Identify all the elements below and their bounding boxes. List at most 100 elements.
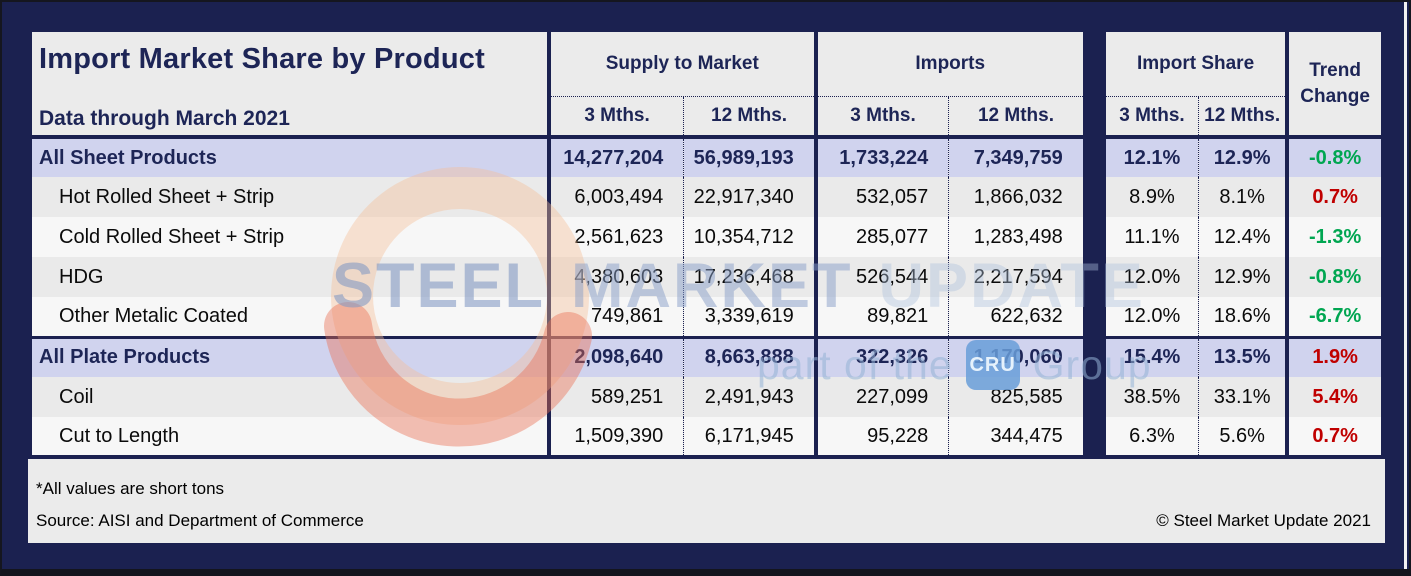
cell-imports-3m: 532,057 <box>815 177 950 217</box>
cell-trend-change: -6.7% <box>1287 297 1383 337</box>
cell-imports-3m: 526,544 <box>815 257 950 297</box>
cell-imports-3m: 227,099 <box>815 377 950 417</box>
cell-product: Coil <box>30 377 551 417</box>
cell-supply-12m: 22,917,340 <box>683 177 818 217</box>
cell-share-12m: 12.9% <box>1198 257 1290 297</box>
table-row: HDG 4,380,603 17,236,468 526,544 2,217,5… <box>30 257 1383 297</box>
cell-imports-3m: 285,077 <box>815 217 950 257</box>
cell-supply-12m: 2,491,943 <box>683 377 818 417</box>
cell-share-3m: 12.1% <box>1105 135 1200 177</box>
table-row: Coil 589,251 2,491,943 227,099 825,585 3… <box>30 377 1383 417</box>
cell-product: Other Metalic Coated <box>30 297 551 337</box>
cell-supply-3m: 749,861 <box>548 297 685 337</box>
cell-trend-change: 5.4% <box>1287 377 1383 417</box>
cell-supply-12m: 6,171,945 <box>683 417 818 457</box>
table-row: Other Metalic Coated 749,861 3,339,619 8… <box>30 297 1383 337</box>
header-group-row: Import Market Share by Product Data thro… <box>30 30 1383 139</box>
column-gap <box>1082 217 1106 257</box>
table-row: Hot Rolled Sheet + Strip 6,003,494 22,91… <box>30 177 1383 217</box>
header-sub-row: 3 Mths. 12 Mths. 3 Mths. 12 Mths. 3 Mths… <box>30 96 1383 139</box>
cell-trend-change: -1.3% <box>1287 217 1383 257</box>
cell-imports-3m: 322,326 <box>815 335 950 377</box>
cell-imports-12m: 1,283,498 <box>948 217 1083 257</box>
cell-imports-12m: 825,585 <box>948 377 1083 417</box>
table-area: Import Market Share by Product Data thro… <box>28 28 1385 543</box>
cell-supply-12m: 56,989,193 <box>683 135 818 177</box>
cell-share-3m: 12.0% <box>1105 297 1200 337</box>
cell-imports-12m: 1,866,032 <box>948 177 1083 217</box>
cell-share-3m: 11.1% <box>1105 217 1200 257</box>
cell-share-3m: 6.3% <box>1105 417 1200 457</box>
cell-supply-12m: 8,663,888 <box>683 335 818 377</box>
column-gap <box>1082 297 1106 337</box>
cell-supply-12m: 17,236,468 <box>683 257 818 297</box>
cell-trend-change: 1.9% <box>1287 335 1383 377</box>
table-row: Cold Rolled Sheet + Strip 2,561,623 10,3… <box>30 217 1383 257</box>
column-gap <box>1082 335 1106 377</box>
cell-product: Hot Rolled Sheet + Strip <box>30 177 551 217</box>
cell-supply-3m: 14,277,204 <box>548 135 685 177</box>
cell-share-12m: 8.1% <box>1198 177 1290 217</box>
cell-imports-3m: 1,733,224 <box>815 135 950 177</box>
cell-share-3m: 8.9% <box>1105 177 1200 217</box>
cell-trend-change: 0.7% <box>1287 417 1383 457</box>
page-subtitle: Data through March 2021 <box>39 107 290 130</box>
cell-supply-3m: 2,561,623 <box>548 217 685 257</box>
cell-trend-change: -0.8% <box>1287 135 1383 177</box>
column-gap <box>1082 135 1106 177</box>
table-row: All Sheet Products 14,277,204 56,989,193… <box>30 135 1383 177</box>
cell-share-12m: 13.5% <box>1198 335 1290 377</box>
page-title: Import Market Share by Product <box>39 43 485 75</box>
column-gap <box>1082 377 1106 417</box>
cell-supply-12m: 3,339,619 <box>683 297 818 337</box>
cell-share-12m: 18.6% <box>1198 297 1290 337</box>
source-note: Source: AISI and Department of Commerce <box>36 511 364 530</box>
copyright: © Steel Market Update 2021 <box>1156 511 1371 530</box>
cell-share-12m: 33.1% <box>1198 377 1290 417</box>
cell-share-12m: 5.6% <box>1198 417 1290 457</box>
footnote: *All values are short tons <box>36 479 225 498</box>
table-row: Cut to Length 1,509,390 6,171,945 95,228… <box>30 417 1383 457</box>
cell-supply-3m: 1,509,390 <box>548 417 685 457</box>
col-group-supply-to-market: Supply to Market <box>548 30 818 97</box>
column-gap <box>1082 257 1106 297</box>
cell-imports-12m: 1,170,060 <box>948 335 1083 377</box>
cell-share-12m: 12.4% <box>1198 217 1290 257</box>
cell-trend-change: -0.8% <box>1287 257 1383 297</box>
subheader-imports-12m: 12 Mths. <box>948 96 1083 139</box>
cell-share-3m: 12.0% <box>1105 257 1200 297</box>
cell-share-3m: 38.5% <box>1105 377 1200 417</box>
cell-product: Cold Rolled Sheet + Strip <box>30 217 551 257</box>
cell-supply-12m: 10,354,712 <box>683 217 818 257</box>
cell-supply-3m: 2,098,640 <box>548 335 685 377</box>
subheader-share-3m: 3 Mths. <box>1105 96 1200 139</box>
cell-trend-change: 0.7% <box>1287 177 1383 217</box>
import-market-share-table: Import Market Share by Product Data thro… <box>28 28 1385 459</box>
cell-supply-3m: 589,251 <box>548 377 685 417</box>
cell-share-12m: 12.9% <box>1198 135 1290 177</box>
col-group-imports: Imports <box>815 30 1083 97</box>
cell-imports-12m: 344,475 <box>948 417 1083 457</box>
subheader-share-12m: 12 Mths. <box>1198 96 1290 139</box>
cell-supply-3m: 4,380,603 <box>548 257 685 297</box>
column-gap <box>1082 30 1106 137</box>
cell-imports-3m: 89,821 <box>815 297 950 337</box>
column-gap <box>1082 177 1106 217</box>
cell-imports-12m: 622,632 <box>948 297 1083 337</box>
table-row: All Plate Products 2,098,640 8,663,888 3… <box>30 335 1383 377</box>
subheader-supply-12m: 12 Mths. <box>683 96 818 139</box>
subheader-supply-3m: 3 Mths. <box>548 96 685 139</box>
cell-product: All Sheet Products <box>30 135 551 177</box>
cell-product: Cut to Length <box>30 417 551 457</box>
cell-imports-12m: 2,217,594 <box>948 257 1083 297</box>
footer-panel: *All values are short tons Source: AISI … <box>28 459 1385 543</box>
col-group-import-share: Import Share <box>1105 30 1290 97</box>
col-header-trend-change: Trend Change <box>1287 30 1383 139</box>
column-gap <box>1082 417 1106 457</box>
cell-share-3m: 15.4% <box>1105 335 1200 377</box>
cell-product: HDG <box>30 257 551 297</box>
title-cell: Import Market Share by Product Data thro… <box>30 30 551 139</box>
subheader-imports-3m: 3 Mths. <box>815 96 950 139</box>
cell-product: All Plate Products <box>30 335 551 377</box>
